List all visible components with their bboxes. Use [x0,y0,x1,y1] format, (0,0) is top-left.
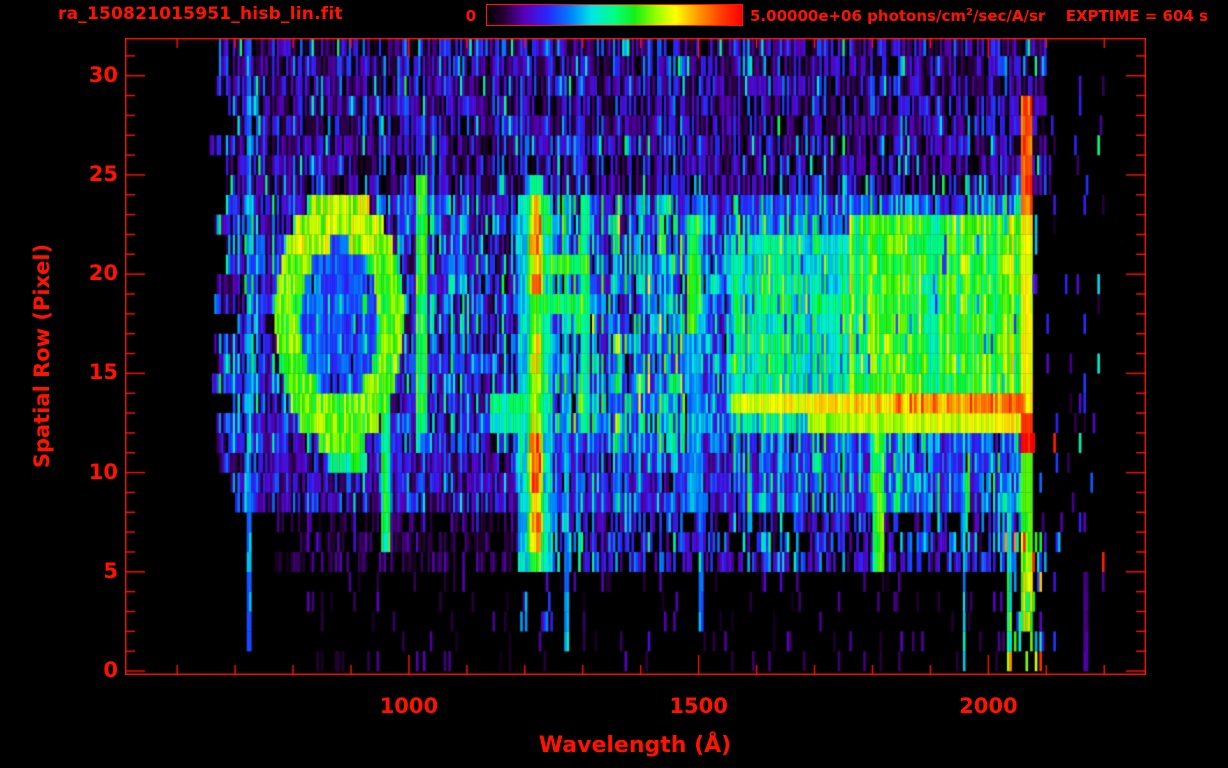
colorbar-units-suffix: /sec/A/sr [972,7,1046,25]
colorbar-max-value: 5.00000e+06 photons/cm [750,7,966,25]
y-tick-label: 15 [88,360,118,385]
y-tick-label: 0 [103,658,118,683]
colorbar-min-label: 0 [465,7,476,25]
x-axis-title: Wavelength (Å) [538,733,732,758]
y-tick-label: 20 [88,261,118,286]
colorbar-units-superscript: 2 [965,7,973,18]
file-title: ra_150821015951_hisb_lin.fit [58,4,343,24]
y-tick-label: 30 [88,62,118,87]
y-tick-label: 5 [103,558,118,583]
spectral-heatmap-canvas [125,38,1146,675]
colorbar-max-label: 5.00000e+06 photons/cm2/sec/A/sr [750,7,1045,25]
y-tick-label: 10 [88,459,118,484]
x-tick-label: 1000 [379,694,439,718]
x-tick-label: 2000 [959,694,1018,718]
y-tick-label: 25 [88,161,118,186]
x-tick-label: 1500 [669,694,728,718]
y-axis-title: Spatial Row (Pixel) [30,243,54,469]
colorbar [486,4,743,26]
exptime-label: EXPTIME = 604 s [1065,7,1208,25]
plot-frame [125,38,1146,675]
